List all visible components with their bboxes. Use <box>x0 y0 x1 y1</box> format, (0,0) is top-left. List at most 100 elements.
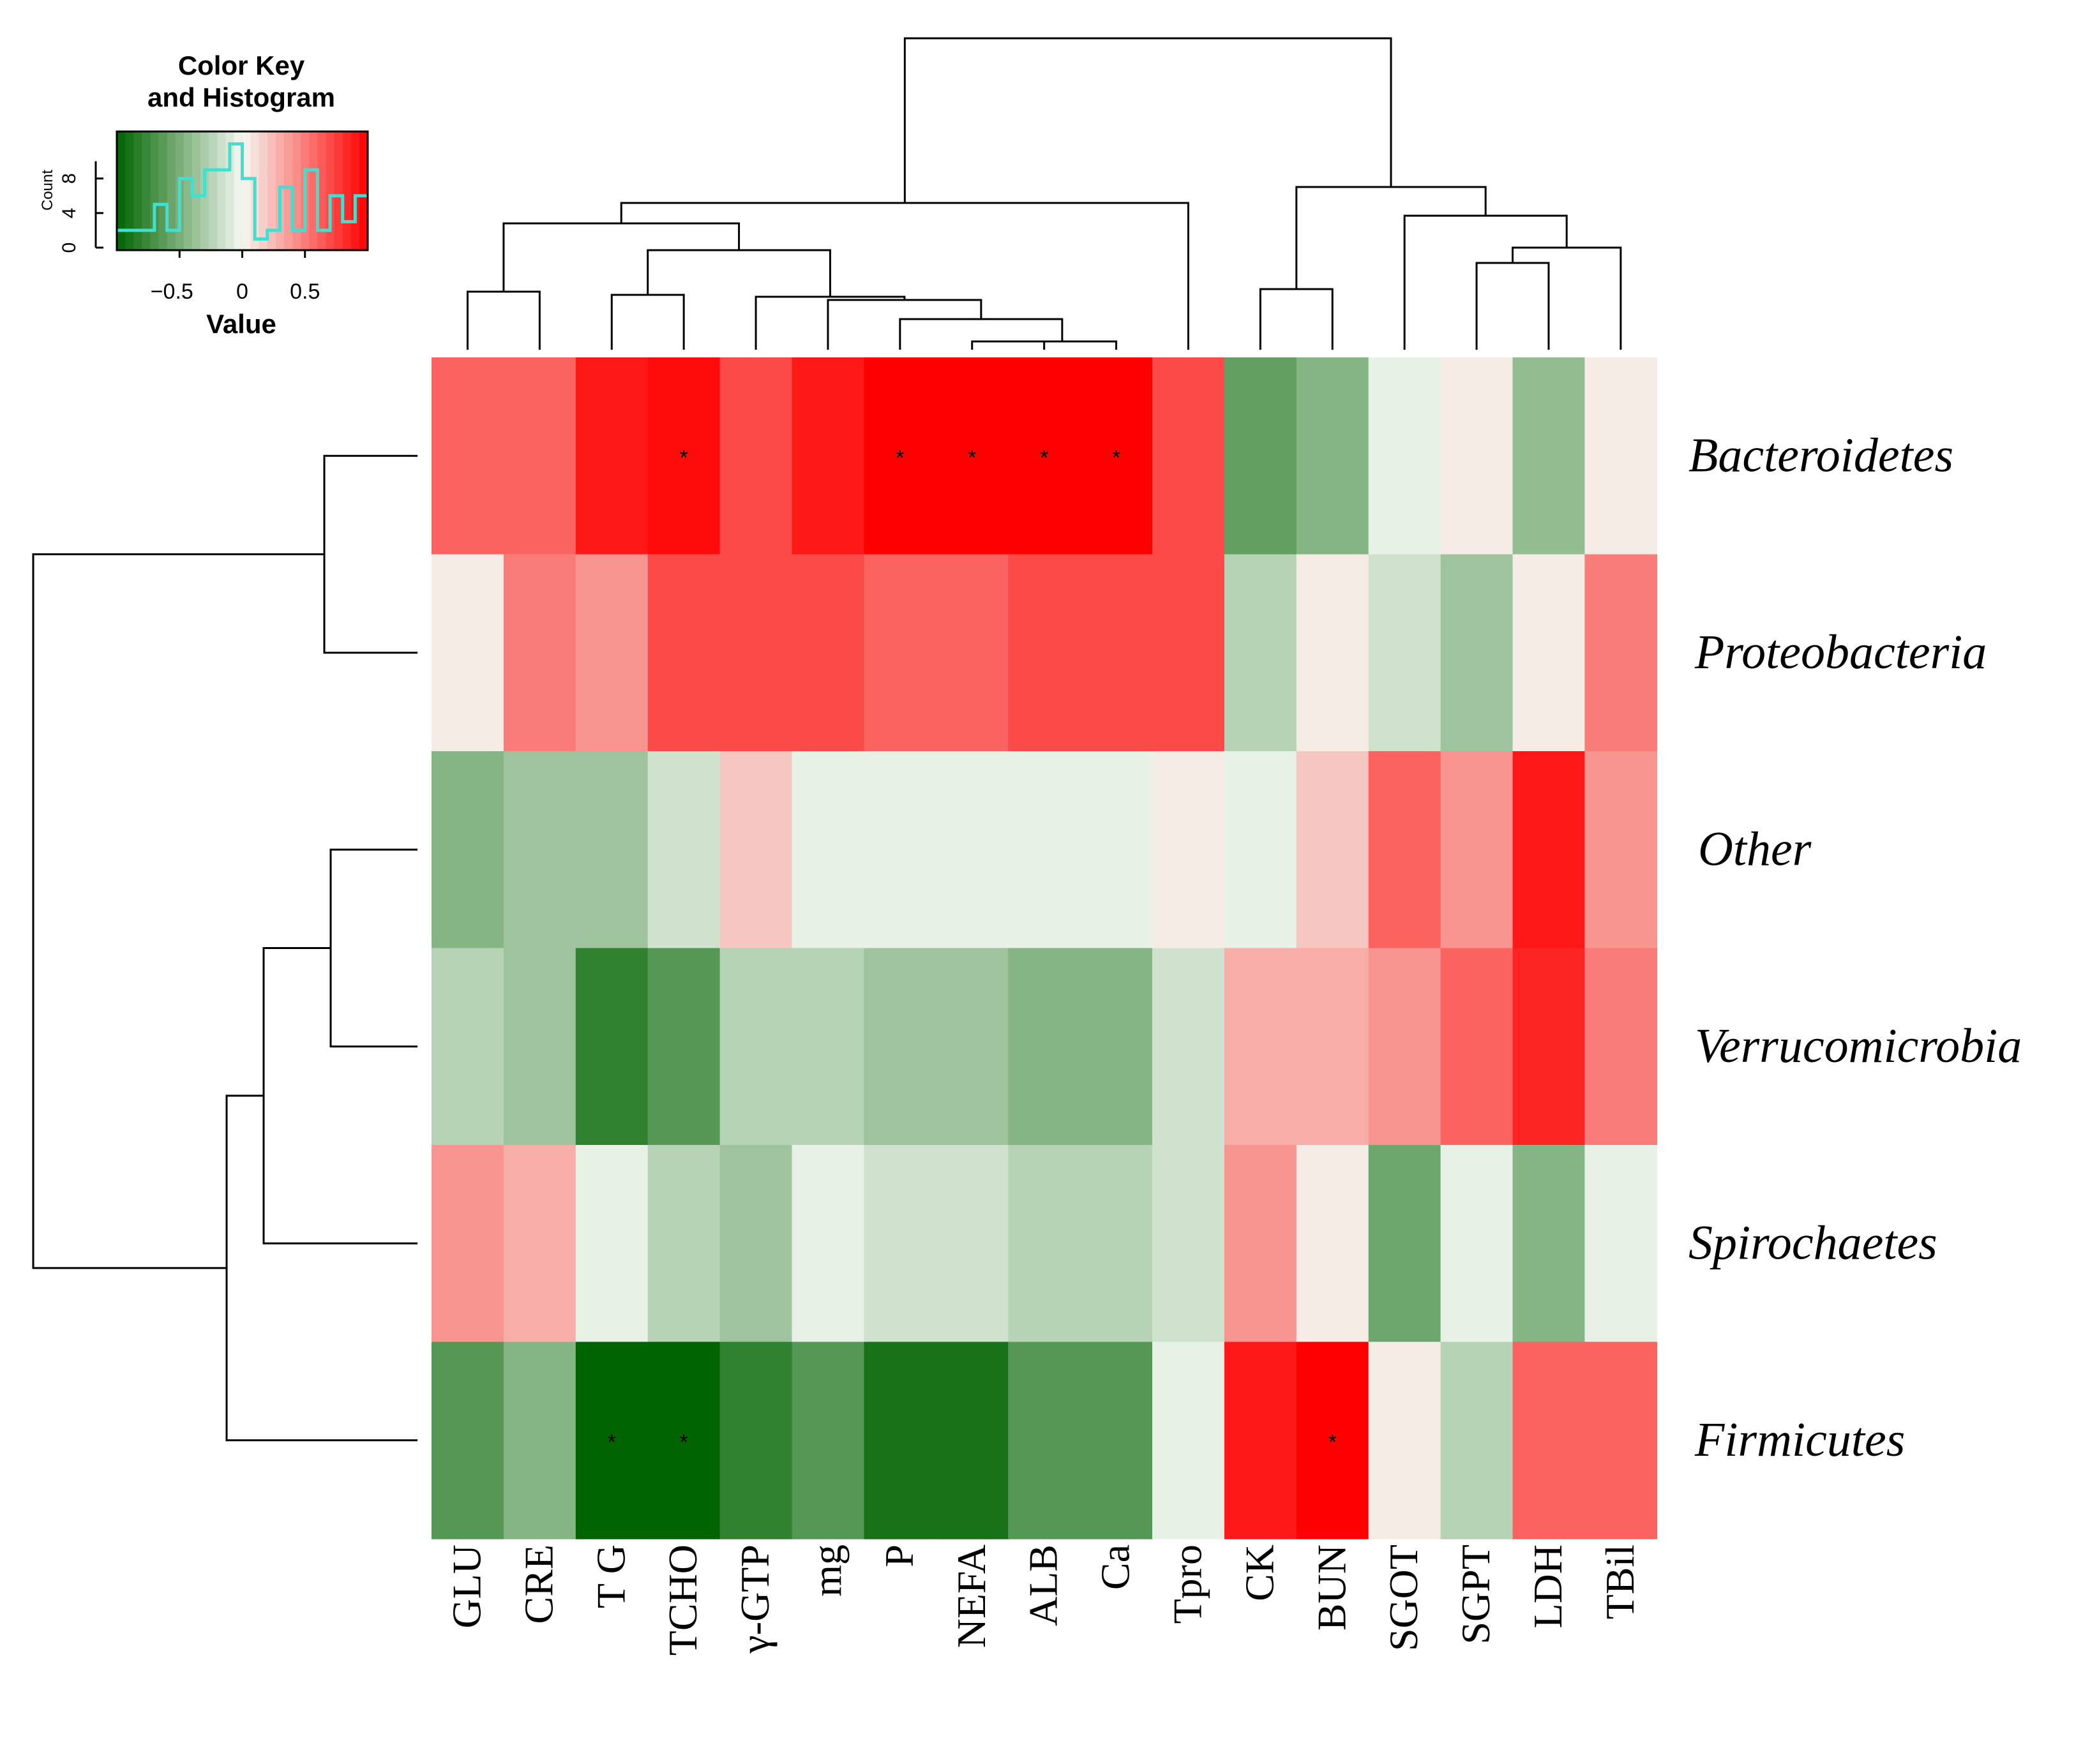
color-key-band <box>317 131 327 250</box>
heatmap-cell <box>1152 1342 1225 1539</box>
column-label: CRE <box>516 1544 561 1624</box>
heatmap-cell <box>432 1145 504 1343</box>
heatmap-cell <box>1224 1145 1297 1343</box>
significance-star: * <box>680 1430 688 1454</box>
heatmap-cell <box>1296 554 1369 752</box>
legend-y-tick: 8 <box>59 173 80 184</box>
color-key-band <box>242 131 252 250</box>
heatmap-cell <box>503 751 576 949</box>
significance-star: * <box>1112 445 1120 470</box>
heatmap-cell <box>1080 751 1153 949</box>
column-label: NEFA <box>949 1544 994 1648</box>
color-key-band <box>259 131 268 250</box>
heatmap-cell <box>1008 1342 1081 1539</box>
column-label: Ca <box>1093 1544 1138 1590</box>
heatmap-cell <box>503 554 576 752</box>
heatmap-cell <box>864 554 937 752</box>
legend-y-label: Count <box>39 170 56 211</box>
heatmap-cell <box>1512 751 1586 949</box>
heatmap-cell <box>1512 948 1586 1146</box>
significance-markers: * * * * * * * * <box>608 445 1337 1454</box>
heatmap-cell <box>575 1342 649 1539</box>
heatmap-cell <box>719 357 793 555</box>
color-key-band <box>350 131 360 250</box>
color-key-band <box>225 131 234 250</box>
column-label: SGPT <box>1453 1544 1498 1645</box>
color-key-band <box>150 131 160 250</box>
heatmap-cell <box>1368 554 1441 752</box>
significance-star: * <box>968 445 976 470</box>
heatmap-cell <box>719 751 793 949</box>
heatmap-cell <box>1224 554 1297 752</box>
heatmap-cell <box>1512 1145 1586 1343</box>
heatmap-cell <box>792 948 865 1146</box>
heatmap-cell <box>1584 1145 1658 1343</box>
column-label: LDH <box>1525 1544 1570 1629</box>
heatmap-cell <box>647 357 721 555</box>
heatmap-cell <box>432 751 504 949</box>
legend-x-tick: −0.5 <box>151 280 193 304</box>
heatmap-cell <box>1440 1145 1514 1343</box>
color-key-band <box>133 131 142 250</box>
column-label: T G <box>588 1544 633 1608</box>
heatmap-cell <box>1512 554 1586 752</box>
color-key-band <box>142 131 151 250</box>
color-key-band <box>217 131 226 250</box>
heatmap-cell <box>1512 357 1586 555</box>
heatmap-cell <box>1296 948 1369 1146</box>
column-label: GLU <box>444 1544 489 1629</box>
heatmap-cell <box>1296 1342 1369 1539</box>
color-key-band <box>167 131 176 250</box>
significance-star: * <box>608 1430 616 1454</box>
heatmap-cell <box>792 1145 865 1343</box>
heatmap-cell <box>792 1342 865 1539</box>
heatmap-cell <box>1080 1145 1153 1343</box>
color-key-band <box>117 131 126 250</box>
heatmap-cell <box>719 554 793 752</box>
legend-y-tick: 4 <box>59 208 80 219</box>
heatmap-cell <box>575 1145 649 1343</box>
heatmap-cell <box>1584 751 1658 949</box>
heatmap-cell <box>792 357 865 555</box>
heatmap-cell <box>503 948 576 1146</box>
heatmap-cell <box>1368 1342 1441 1539</box>
heatmap-cell <box>1152 357 1225 555</box>
legend-x-label: Value <box>206 309 276 339</box>
heatmap-cell <box>1152 554 1225 752</box>
heatmap-cell <box>864 751 937 949</box>
color-key-bands <box>117 131 368 250</box>
heatmap-cell <box>1152 948 1225 1146</box>
heatmap-cell <box>1152 1145 1225 1343</box>
heatmap-cell <box>792 751 865 949</box>
color-key-band <box>334 131 343 250</box>
heatmap-cell <box>1296 1145 1369 1343</box>
heatmap-cell <box>792 554 865 752</box>
legend-y-tick: 0 <box>59 243 80 253</box>
heatmap-cell <box>864 948 937 1146</box>
row-label: Proteobacteria <box>1694 625 1987 679</box>
heatmap-cell <box>432 948 504 1146</box>
column-label: mg <box>804 1544 850 1597</box>
heatmap-cell <box>1224 1342 1297 1539</box>
heatmap-cell <box>575 948 649 1146</box>
significance-star: * <box>1328 1430 1337 1454</box>
heatmap-cell <box>936 1342 1009 1539</box>
row-label: Spirochaetes <box>1688 1216 1937 1269</box>
heatmap-cell <box>1296 751 1369 949</box>
heatmap-cell <box>432 554 504 752</box>
heatmap-cell <box>503 1145 576 1343</box>
row-label: Verrucomicrobia <box>1695 1019 2022 1073</box>
color-key-band <box>284 131 293 250</box>
color-key-legend: Color Key and Histogram −0.5 0 0.5 0 4 8 Valu… <box>39 50 369 339</box>
column-label: BUN <box>1309 1544 1354 1631</box>
row-label: Other <box>1698 822 1812 876</box>
heatmap-cell <box>1368 357 1441 555</box>
heatmap-cell <box>647 948 721 1146</box>
heatmap-cell <box>936 1145 1009 1343</box>
heatmap-cell <box>575 751 649 949</box>
heatmap-cell <box>936 948 1009 1146</box>
row-label: Firmicutes <box>1694 1413 1905 1467</box>
heatmap-cell <box>575 357 649 555</box>
color-key-band <box>267 131 276 250</box>
